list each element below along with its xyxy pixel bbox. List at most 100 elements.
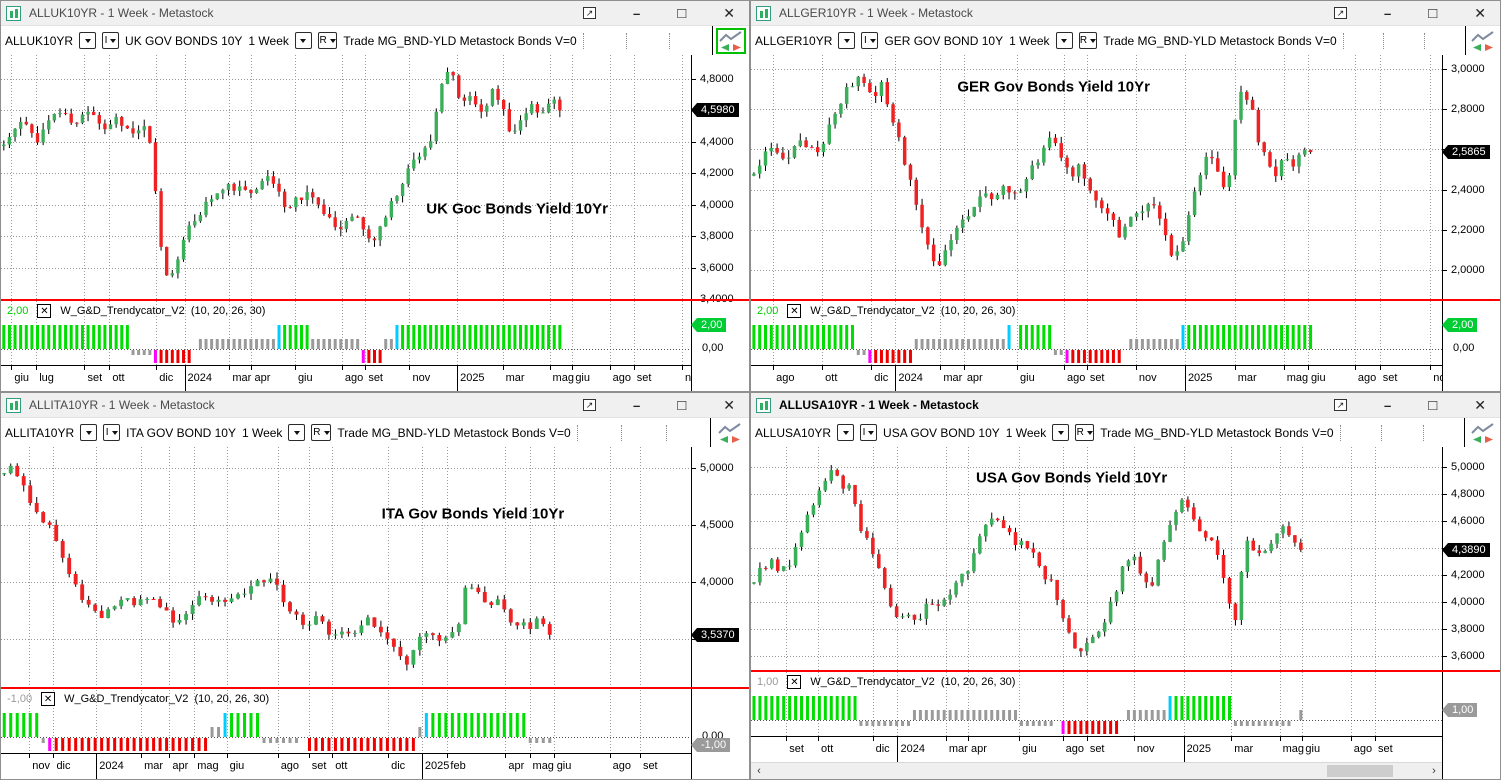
window-titlebar[interactable]: ALLITA10YR - 1 Week - Metastock ↗ – □ ✕: [1, 393, 749, 418]
chart-toolbar: ALLUSA10YR I USA GOV BOND 10Y 1 Week R T…: [751, 418, 1500, 447]
time-axis-tick: [1017, 366, 1019, 370]
window-minimize-button[interactable]: –: [1383, 5, 1392, 21]
scroll-right-icon[interactable]: ›: [1432, 765, 1436, 777]
month-label: ott: [825, 372, 838, 384]
symbol-label: ALLUK10YR: [5, 33, 74, 48]
chart-window-allger10yr: ALLGER10YR - 1 Week - Metastock ↗ – □ ✕ …: [750, 0, 1501, 392]
year-label: 2025: [1187, 372, 1213, 384]
symbol-dropdown[interactable]: [79, 32, 97, 49]
indicator-dropdown[interactable]: I: [861, 32, 879, 49]
chart-arrows-icon[interactable]: [1470, 30, 1496, 52]
price-tick-label: 4,8000: [1451, 488, 1485, 501]
price-tick-label: 4,2000: [1451, 569, 1485, 582]
time-axis-tick: [505, 754, 507, 758]
time-axis-tick: [822, 366, 824, 370]
period-dropdown[interactable]: [1052, 424, 1070, 441]
indicator-dropdown[interactable]: I: [860, 424, 878, 441]
price-axis: 3,0000 2,8000 2,4000 2,2000 2,0000 2,5865 2,00…: [1441, 55, 1500, 391]
month-label: mar: [1234, 743, 1254, 755]
window-popout-button[interactable]: ↗: [1333, 399, 1347, 411]
chart-window-alluk10yr: ALLUK10YR - 1 Week - Metastock ↗ – □ ✕ A…: [0, 0, 750, 392]
period-dropdown[interactable]: [294, 32, 312, 49]
year-label: 2025: [460, 372, 485, 384]
chart-region[interactable]: GER Gov Bonds Yield 10Yr 2,00 ✕ W_G&D_Tr…: [751, 55, 1500, 391]
horizontal-scrollbar[interactable]: ‹ ›: [751, 762, 1442, 779]
window-popout-button[interactable]: ↗: [582, 399, 596, 411]
indicator-value-label: 2,00: [757, 305, 779, 317]
window-minimize-button[interactable]: –: [1383, 397, 1392, 413]
period-label: 1 Week: [248, 33, 289, 48]
time-axis-tick: [409, 366, 411, 370]
time-axis-tick: [609, 754, 611, 758]
indicator-checkbox[interactable]: ✕: [41, 692, 56, 706]
chart-region[interactable]: USA Gov Bonds Yield 10Yr 1,00 ✕ W_G&D_Tr…: [751, 447, 1500, 779]
period-dropdown[interactable]: [288, 424, 306, 441]
period-dropdown[interactable]: [1055, 32, 1073, 49]
window-popout-button[interactable]: ↗: [582, 7, 596, 19]
month-label: giu: [229, 760, 245, 772]
indicator-checkbox[interactable]: ✕: [787, 675, 802, 689]
window-minimize-button[interactable]: –: [632, 5, 641, 21]
chart-annotation: UK Goc Bonds Yield 10Yr: [426, 200, 608, 218]
chart-region[interactable]: UK Goc Bonds Yield 10Yr 2,00 ✕ W_G&D_Tre…: [1, 55, 749, 391]
window-titlebar[interactable]: ALLGER10YR - 1 Week - Metastock ↗ – □ ✕: [751, 1, 1500, 26]
indicator-dropdown[interactable]: I: [103, 424, 121, 441]
chart-arrows-icon[interactable]: [715, 27, 746, 54]
price-chart-canvas[interactable]: [751, 55, 1442, 365]
year-separator-line: [897, 737, 899, 762]
window-close-button[interactable]: ✕: [1474, 4, 1486, 21]
indicator-checkbox[interactable]: ✕: [787, 304, 802, 318]
last-price-tag: 3,5370: [691, 627, 739, 642]
window-titlebar[interactable]: ALLUSA10YR - 1 Week - Metastock ↗ – □ ✕: [751, 393, 1500, 418]
scroll-left-icon[interactable]: ‹: [757, 765, 761, 777]
window-close-button[interactable]: ✕: [1474, 396, 1486, 413]
chart-arrows-icon[interactable]: [1470, 422, 1496, 444]
scrollbar-track[interactable]: [767, 764, 1426, 778]
time-axis: nov dic 2024 mar apr mag giu ago set ott dic 2025 fe…: [1, 753, 691, 779]
month-label: mag: [1286, 372, 1309, 384]
window-titlebar[interactable]: ALLUK10YR - 1 Week - Metastock ↗ – □ ✕: [1, 1, 749, 26]
r-dropdown[interactable]: R: [317, 32, 338, 49]
time-axis-tick: [1133, 737, 1135, 741]
window-maximize-button[interactable]: □: [1428, 4, 1438, 22]
window-minimize-button[interactable]: –: [632, 397, 641, 413]
symbol-dropdown[interactable]: [838, 32, 856, 49]
price-tick-label: 5,0000: [700, 461, 734, 474]
chevron-down-icon: [1061, 39, 1068, 46]
chart-arrows-icon[interactable]: [717, 422, 743, 444]
r-dropdown[interactable]: R: [311, 424, 332, 441]
window-maximize-button[interactable]: □: [677, 396, 687, 414]
month-label: ago: [1067, 372, 1086, 384]
price-chart-canvas[interactable]: [1, 447, 691, 753]
time-axis-tick: [1307, 366, 1309, 370]
window-maximize-button[interactable]: □: [1428, 396, 1438, 414]
chevron-down-icon: [293, 431, 300, 438]
time-axis-tick: [572, 366, 574, 370]
price-tick-label: 4,8000: [700, 72, 734, 85]
indicator-checkbox[interactable]: ✕: [37, 304, 52, 318]
price-tick-label: 4,2000: [700, 167, 734, 180]
month-label: dic: [874, 372, 889, 384]
scrollbar-thumb[interactable]: [1327, 765, 1394, 777]
price-axis-tick: [692, 268, 696, 269]
symbol-dropdown[interactable]: [80, 424, 98, 441]
time-axis-tick: [156, 366, 158, 370]
symbol-label: ALLITA10YR: [5, 425, 75, 440]
time-axis-tick: [1064, 366, 1066, 370]
window-popout-button[interactable]: ↗: [1333, 7, 1347, 19]
month-label: dic: [875, 743, 890, 755]
window-maximize-button[interactable]: □: [677, 4, 687, 22]
chart-region[interactable]: ITA Gov Bonds Yield 10Yr -1,00 ✕ W_G&D_T…: [1, 447, 749, 779]
r-dropdown[interactable]: R: [1075, 424, 1095, 441]
price-tick-label: 4,4000: [700, 135, 734, 148]
window-close-button[interactable]: ✕: [723, 4, 735, 21]
indicator-dropdown[interactable]: I: [102, 32, 120, 49]
time-axis-tick: [365, 366, 367, 370]
indicator-value-tag: -1,00: [690, 738, 731, 752]
r-dropdown[interactable]: R: [1078, 32, 1098, 49]
window-close-button[interactable]: ✕: [723, 396, 735, 413]
price-chart-canvas[interactable]: [751, 447, 1442, 736]
symbol-dropdown[interactable]: [837, 424, 855, 441]
month-label: dic: [56, 760, 71, 772]
